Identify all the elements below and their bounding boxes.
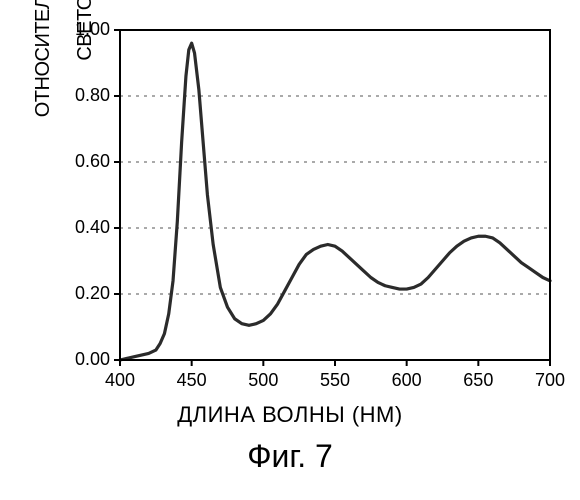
y-tick-label: 1.00 <box>62 19 110 40</box>
figure-container: { "chart": { "type": "line", "plot": { "… <box>0 0 580 500</box>
x-tick-label: 450 <box>172 370 212 391</box>
y-tick-label: 0.40 <box>62 217 110 238</box>
y-tick-label: 0.00 <box>62 349 110 370</box>
x-tick-label: 500 <box>243 370 283 391</box>
y-tick-label: 0.60 <box>62 151 110 172</box>
x-axis-title: ДЛИНА ВОЛНЫ (НМ) <box>0 402 580 428</box>
x-tick-label: 550 <box>315 370 355 391</box>
x-tick-label: 400 <box>100 370 140 391</box>
y-axis-title-line1: ОТНОСИТЕЛЬНАЯ ИНТЕНСИВНОСТЬ <box>32 0 54 117</box>
x-tick-label: 650 <box>458 370 498 391</box>
x-tick-label: 700 <box>530 370 570 391</box>
y-tick-label: 0.20 <box>62 283 110 304</box>
x-tick-label: 600 <box>387 370 427 391</box>
y-tick-label: 0.80 <box>62 85 110 106</box>
figure-caption: Фиг. 7 <box>0 438 580 475</box>
